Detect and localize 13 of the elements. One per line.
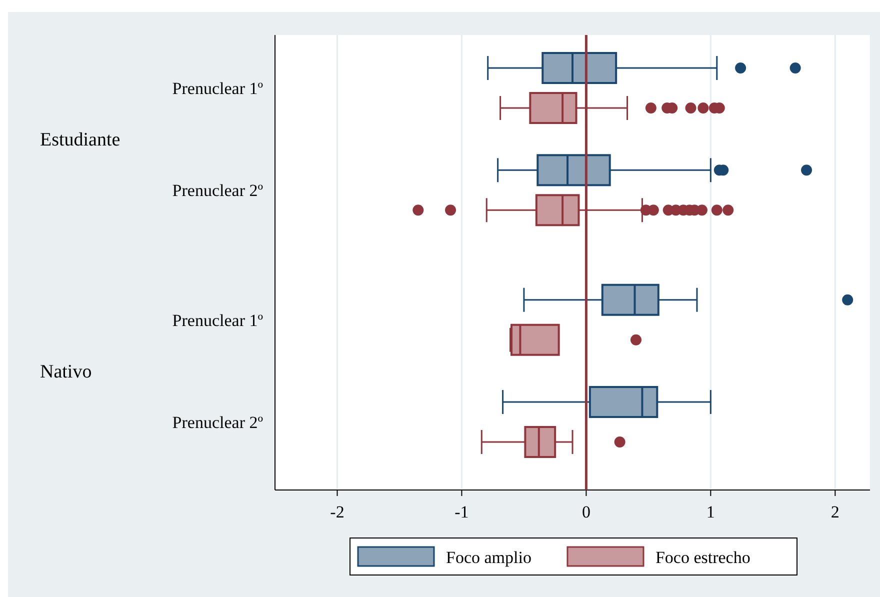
text: Nativo bbox=[40, 362, 92, 383]
y-tick-label: Prenuclear 1º bbox=[172, 310, 263, 330]
legend-label: Foco estrecho bbox=[655, 548, 750, 567]
x-tick-label: 0 bbox=[582, 502, 590, 522]
text: Estudiante bbox=[40, 130, 120, 151]
y-tick-label: Prenuclear 1º bbox=[172, 78, 263, 98]
x-tick-label: 2 bbox=[830, 502, 840, 522]
y-tick-label: Prenuclear 2º bbox=[172, 181, 263, 200]
y-tick-label: Prenuclear 2º bbox=[172, 412, 263, 432]
x-tick-label: -2 bbox=[330, 502, 344, 522]
x-tick-label: -1 bbox=[454, 502, 469, 522]
legend-label: Foco amplio bbox=[446, 548, 532, 567]
x-tick-label: 1 bbox=[706, 502, 715, 522]
